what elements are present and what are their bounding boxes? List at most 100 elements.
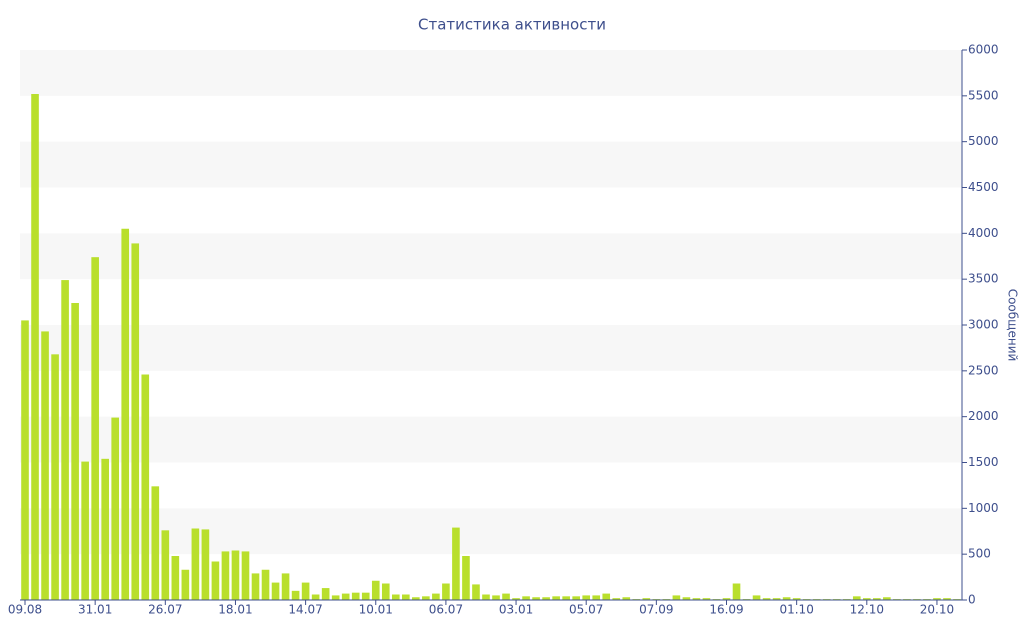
bar	[682, 597, 691, 600]
bar	[231, 550, 240, 600]
x-tick-label: 26.07	[148, 603, 182, 617]
bar	[642, 598, 651, 600]
x-tick-label: 31.01	[78, 603, 112, 617]
bar	[752, 595, 761, 600]
bar	[722, 598, 731, 600]
bar	[211, 561, 220, 600]
bar	[933, 598, 941, 600]
bar	[512, 598, 520, 600]
bar	[883, 597, 891, 600]
bar	[151, 486, 160, 600]
bar	[51, 354, 59, 600]
y-tick-label: 3000	[968, 318, 999, 332]
x-tick-label: 14.07	[288, 603, 322, 617]
bar	[21, 320, 29, 600]
bar	[572, 596, 580, 600]
grid-band	[20, 508, 962, 555]
bar	[422, 596, 430, 600]
bar	[762, 598, 771, 600]
y-tick-label: 2500	[968, 363, 999, 377]
bar	[361, 592, 370, 600]
bar	[331, 595, 340, 600]
bar	[291, 590, 300, 600]
bar	[592, 595, 601, 600]
bar	[181, 569, 190, 600]
y-tick-label: 500	[968, 547, 991, 561]
bar	[81, 461, 89, 600]
bar	[782, 597, 791, 600]
bar	[71, 303, 79, 600]
bar	[943, 598, 951, 600]
x-tick-label: 18.01	[218, 603, 252, 617]
bar	[271, 582, 280, 600]
y-axis-label: Сообщений	[1006, 289, 1020, 362]
bar	[873, 598, 881, 600]
bar	[612, 598, 621, 600]
x-tick-label: 10.01	[359, 603, 393, 617]
y-tick-label: 3500	[968, 272, 999, 286]
bar	[281, 573, 290, 600]
grid-band	[20, 50, 962, 96]
bar	[402, 594, 410, 600]
bar	[321, 588, 330, 600]
y-tick-label: 4500	[968, 180, 999, 194]
bar	[452, 527, 460, 600]
bar	[602, 593, 611, 600]
bar	[482, 594, 490, 600]
bar	[772, 598, 781, 600]
bar	[91, 257, 99, 600]
grid-band	[20, 141, 962, 188]
x-tick-label: 05.07	[569, 603, 603, 617]
bar	[502, 593, 510, 600]
bar	[852, 596, 861, 600]
bar	[542, 597, 550, 600]
bar	[111, 417, 120, 600]
x-tick-label: 09.08	[8, 603, 42, 617]
bar	[492, 595, 500, 600]
bar	[121, 228, 130, 600]
grid-band	[20, 325, 962, 371]
x-tick-label: 06.07	[429, 603, 463, 617]
grid-band	[20, 416, 962, 463]
bar	[462, 556, 470, 600]
bar	[692, 598, 701, 600]
bar	[391, 594, 400, 600]
chart-title: Статистика активности	[418, 16, 606, 34]
x-tick-label: 12.10	[850, 603, 884, 617]
bar	[622, 597, 631, 600]
x-tick-label: 07.09	[639, 603, 673, 617]
bar	[351, 592, 360, 600]
bar	[702, 598, 711, 600]
bar	[371, 580, 380, 600]
y-tick-label: 4000	[968, 226, 999, 240]
bar	[552, 596, 560, 600]
bar	[131, 243, 140, 600]
bar	[562, 596, 570, 600]
y-tick-label: 6000	[968, 43, 999, 57]
bar	[61, 280, 69, 600]
bar	[432, 593, 440, 600]
bar	[311, 594, 320, 600]
x-tick-label: 03.01	[499, 603, 533, 617]
bar	[171, 556, 180, 600]
bar	[442, 583, 450, 600]
bar	[31, 94, 39, 600]
y-tick-label: 1000	[968, 501, 999, 515]
bar	[141, 374, 150, 600]
bar	[381, 583, 390, 600]
bar	[261, 569, 270, 600]
bar	[672, 595, 681, 600]
bar	[221, 551, 230, 600]
bar	[412, 597, 420, 600]
bar	[191, 528, 200, 600]
bar	[161, 530, 170, 600]
bar	[251, 573, 260, 600]
bar	[862, 598, 871, 600]
bar	[582, 595, 591, 600]
bar	[472, 584, 480, 600]
bar	[301, 582, 310, 600]
bar	[522, 596, 530, 600]
bar	[341, 593, 350, 600]
bar	[792, 598, 801, 600]
y-tick-label: 1500	[968, 455, 999, 469]
